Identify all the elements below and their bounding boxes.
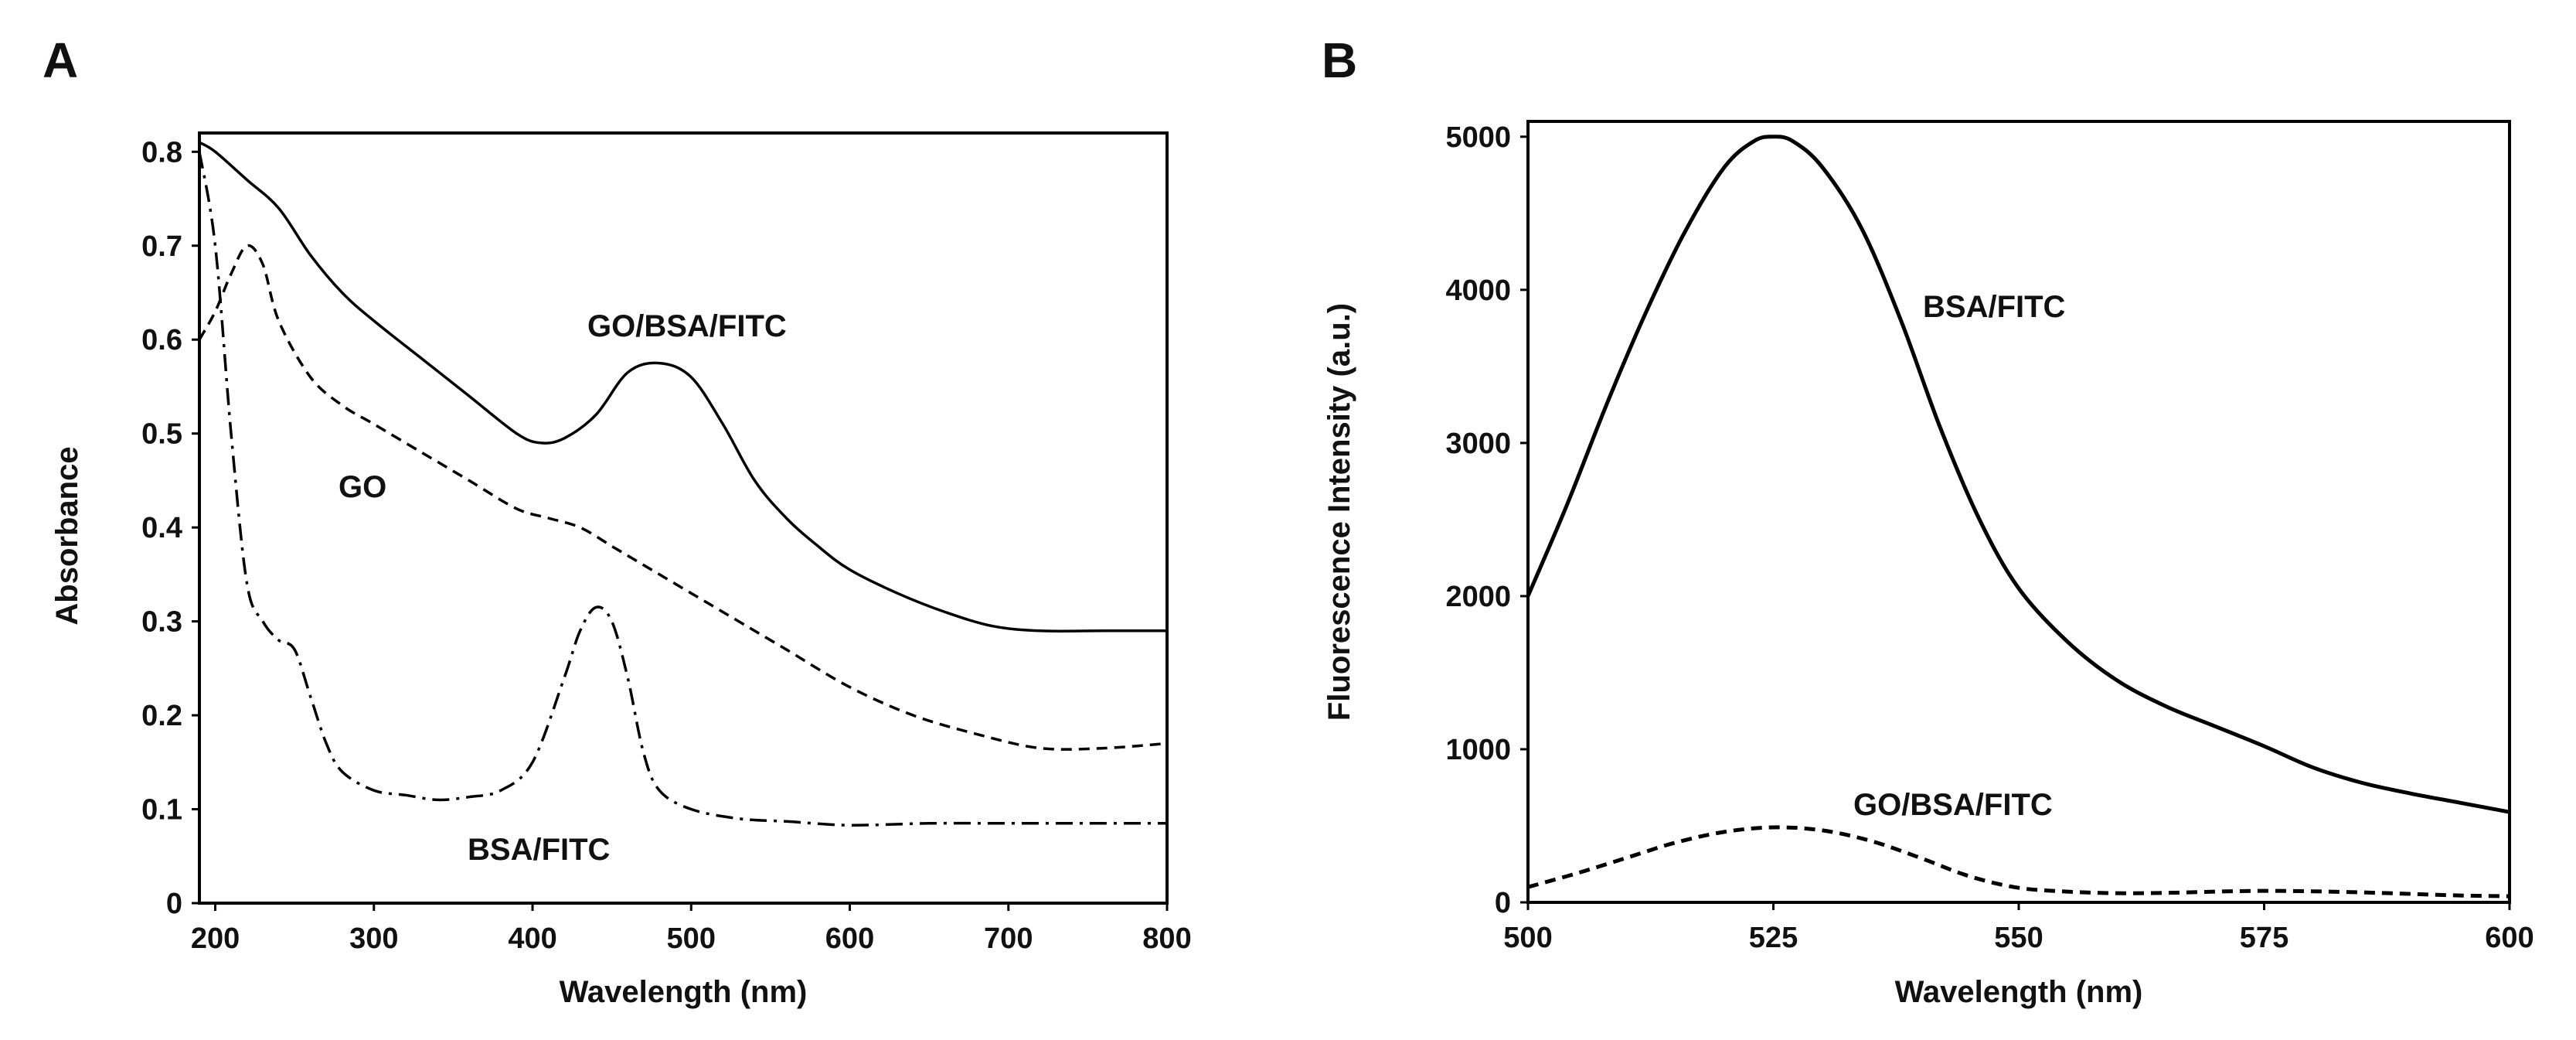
panel-a-y-tick-label: 0.2 bbox=[141, 700, 182, 732]
panel-a-label-bsa-fitc: BSA/FITC bbox=[468, 833, 610, 867]
panel-a-series bbox=[198, 141, 1168, 827]
absorbance-chart-panel: A 0 0.1 0.2 0.3 0.4 0.5 0.6 0.7 0.8 200 300 400 500… bbox=[43, 32, 1192, 1009]
panel-a-x-tick-label: 800 bbox=[1142, 922, 1191, 955]
panel-a-y-tick-label: 0.1 bbox=[141, 794, 182, 827]
panel-b-x-tick-label: 500 bbox=[1503, 922, 1552, 954]
panel-a-y-tick-label: 0.6 bbox=[141, 324, 182, 356]
panel-b-x-ticks: 500 525 550 575 600 bbox=[1503, 902, 2534, 954]
panel-a-plot-frame bbox=[198, 131, 1169, 905]
panel-a-x-tick-label: 500 bbox=[667, 922, 716, 955]
panel-a-x-tick-label: 700 bbox=[984, 922, 1033, 955]
panel-a-label-go: GO bbox=[339, 470, 386, 504]
panel-b-label-bsa-fitc: BSA/FITC bbox=[1923, 290, 2065, 324]
panel-a-y-tick-label: 0.8 bbox=[141, 136, 182, 169]
panel-b-y-axis-title: Fluorescence Intensity (a.u.) bbox=[1322, 303, 1356, 721]
panel-a-x-tick-label: 200 bbox=[191, 922, 240, 955]
panel-b-y-tick-label: 2000 bbox=[1445, 581, 1511, 613]
panel-b-y-tick-label: 4000 bbox=[1445, 274, 1511, 307]
panel-a-letter: A bbox=[43, 32, 78, 88]
panel-b-x-tick-label: 575 bbox=[2240, 922, 2288, 954]
panel-a-series-go-bsa-fitc bbox=[199, 141, 1167, 633]
panel-a-series-bsa-fitc bbox=[198, 152, 1167, 827]
panel-b-plot-frame bbox=[1526, 120, 2511, 904]
panel-a-y-tick-label: 0.7 bbox=[141, 230, 182, 263]
panel-b-x-tick-label: 525 bbox=[1749, 922, 1798, 954]
panel-a-x-axis-title: Wavelength (nm) bbox=[560, 975, 808, 1009]
panel-b-x-tick-label: 550 bbox=[1994, 922, 2043, 954]
panel-b-series bbox=[1526, 135, 2510, 898]
panel-a-y-tick-label: 0.3 bbox=[141, 606, 182, 639]
panel-a-x-tick-label: 400 bbox=[508, 922, 556, 955]
panel-b-y-tick-label: 5000 bbox=[1445, 121, 1511, 154]
panel-a-y-tick-label: 0.4 bbox=[141, 512, 182, 544]
panel-a-y-axis-title: Absorbance bbox=[50, 446, 84, 625]
panel-b-label-go-bsa-fitc: GO/BSA/FITC bbox=[1853, 788, 2053, 822]
panel-b-series-go-bsa-fitc bbox=[1527, 825, 2510, 898]
panel-b-y-tick-label: 3000 bbox=[1445, 428, 1511, 460]
panel-b-x-tick-label: 600 bbox=[2485, 922, 2533, 954]
panel-b-letter: B bbox=[1322, 32, 1357, 88]
panel-a-x-tick-label: 600 bbox=[825, 922, 874, 955]
panel-a-series-go bbox=[198, 244, 1168, 751]
panel-b-y-tick-label: 0 bbox=[1495, 887, 1511, 919]
panel-a-x-ticks: 200 300 400 500 600 700 800 bbox=[191, 903, 1192, 955]
panel-a-y-ticks: 0 0.1 0.2 0.3 0.4 0.5 0.6 0.7 0.8 bbox=[141, 136, 199, 920]
panel-b-y-tick-label: 1000 bbox=[1445, 734, 1511, 766]
panel-b-y-ticks: 0 1000 2000 3000 4000 5000 bbox=[1445, 121, 1528, 919]
panel-a-x-tick-label: 300 bbox=[349, 922, 398, 955]
panel-b-x-axis-title: Wavelength (nm) bbox=[1895, 975, 2143, 1009]
panel-b-series-bsa-fitc bbox=[1526, 135, 2510, 814]
panel-a-y-tick-label: 0.5 bbox=[141, 418, 182, 451]
panel-a-label-go-bsa-fitc: GO/BSA/FITC bbox=[587, 309, 787, 343]
panel-a-y-tick-label: 0 bbox=[166, 888, 182, 920]
